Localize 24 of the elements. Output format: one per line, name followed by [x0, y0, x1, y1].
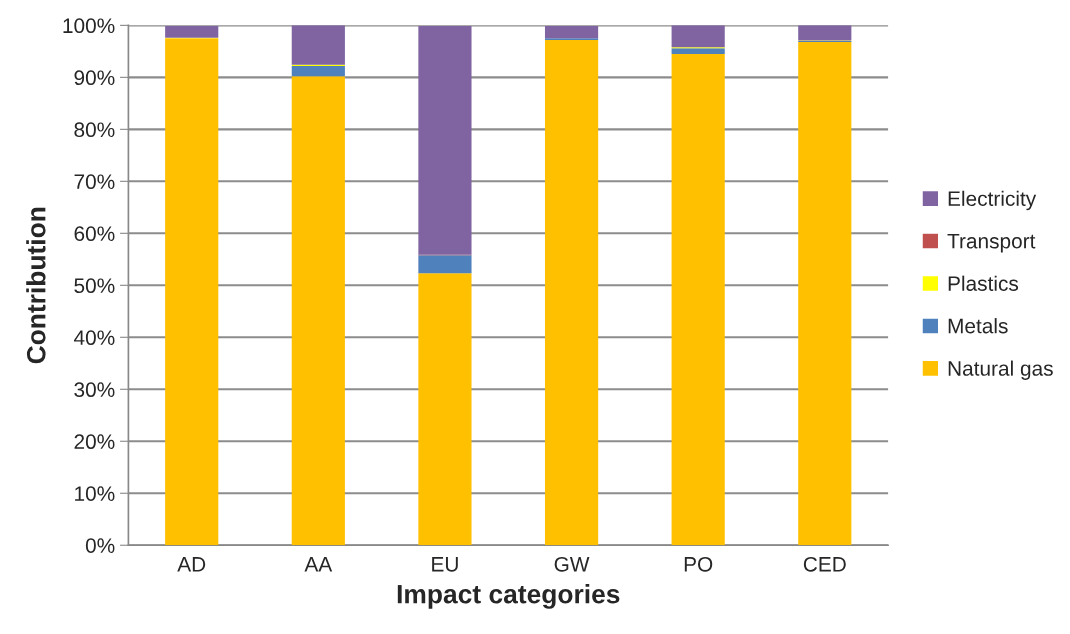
y-tick-label: 50%	[74, 278, 115, 294]
x-tick-label: EU	[432, 557, 458, 572]
legend-label: Transport	[947, 233, 1036, 253]
x-tick-label: GW	[554, 556, 590, 572]
y-tick-label: 80%	[74, 122, 115, 138]
y-tick-label: 10%	[75, 486, 115, 502]
y-tick-label: 40%	[73, 330, 115, 346]
x-tick-label: AA	[304, 557, 333, 572]
legend-label: Natural gas	[948, 360, 1053, 380]
y-tick-label: 0%	[85, 538, 115, 553]
legend-label: Electricity	[948, 190, 1037, 211]
y-tick-label: 60%	[74, 226, 115, 242]
legend-label: Plastics	[948, 275, 1019, 291]
y-tick-label: 70%	[74, 174, 115, 190]
y-axis-title: Contribution	[26, 207, 46, 364]
y-tick-label: 20%	[74, 434, 115, 450]
y-tick-label: 30%	[74, 382, 115, 398]
x-axis-title: Impact categories	[397, 584, 620, 609]
legend-label: Metals	[948, 318, 1008, 334]
y-tick-label: 90%	[74, 70, 115, 86]
y-tick-label: 100%	[63, 18, 115, 34]
x-tick-label: PO	[684, 556, 713, 572]
x-tick-label: AD	[177, 557, 206, 572]
x-tick-label: CED	[803, 556, 846, 572]
